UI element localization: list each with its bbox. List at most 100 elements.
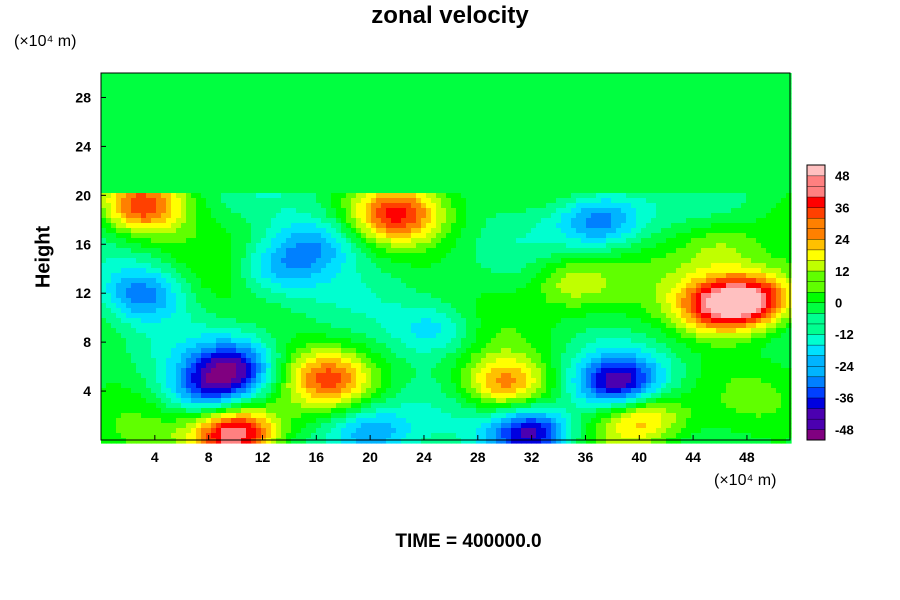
field-cell (126, 208, 132, 214)
field-cell (361, 153, 367, 159)
field-cell (231, 243, 237, 249)
field-cell (416, 198, 422, 204)
field-cell (211, 208, 217, 214)
field-cell (701, 183, 707, 189)
field-cell (751, 158, 757, 164)
field-cell (701, 123, 707, 129)
field-cell (191, 188, 197, 194)
field-cell (516, 93, 522, 99)
field-cell (271, 203, 277, 209)
field-cell (491, 183, 497, 189)
field-cell (121, 118, 127, 124)
field-cell (696, 83, 702, 89)
field-cell (211, 83, 217, 89)
field-cell (576, 143, 582, 149)
field-cell (141, 103, 147, 109)
field-cell (636, 93, 642, 99)
field-cell (171, 133, 177, 139)
field-cell (761, 83, 767, 89)
field-cell (581, 188, 587, 194)
field-cell (776, 183, 782, 189)
field-cell (251, 93, 257, 99)
field-cell (196, 163, 202, 169)
field-cell (126, 248, 132, 254)
field-cell (141, 173, 147, 179)
field-cell (486, 73, 492, 79)
field-cell (346, 198, 352, 204)
field-cell (156, 123, 162, 129)
field-cell (531, 88, 537, 94)
field-cell (731, 78, 737, 84)
field-cell (246, 173, 252, 179)
field-cell (631, 243, 637, 249)
field-cell (661, 73, 667, 79)
field-cell (331, 148, 337, 154)
field-cell (121, 248, 127, 254)
field-cell (531, 173, 537, 179)
field-cell (686, 113, 692, 119)
field-cell (476, 98, 482, 104)
field-cell (691, 183, 697, 189)
field-cell (651, 88, 657, 94)
field-cell (466, 168, 472, 174)
field-cell (701, 128, 707, 134)
field-cell (466, 188, 472, 194)
field-cell (536, 148, 542, 154)
field-cell (361, 83, 367, 89)
field-cell (391, 218, 397, 224)
field-cell (416, 233, 422, 239)
field-cell (196, 173, 202, 179)
field-cell (536, 168, 542, 174)
field-cell (331, 108, 337, 114)
field-cell (291, 183, 297, 189)
field-cell (196, 243, 202, 249)
field-cell (531, 143, 537, 149)
field-cell (651, 208, 657, 214)
field-cell (581, 198, 587, 204)
field-cell (121, 78, 127, 84)
field-cell (141, 178, 147, 184)
field-cell (151, 193, 157, 199)
field-cell (736, 233, 742, 239)
field-cell (746, 103, 752, 109)
field-cell (211, 113, 217, 119)
field-cell (251, 188, 257, 194)
field-cell (761, 93, 767, 99)
field-cell (366, 103, 372, 109)
field-cell (701, 88, 707, 94)
field-cell (481, 108, 487, 114)
field-cell (516, 168, 522, 174)
field-cell (391, 248, 397, 254)
field-cell (216, 253, 222, 259)
field-cell (451, 158, 457, 164)
field-cell (781, 163, 787, 169)
field-cell (481, 233, 487, 239)
field-cell (656, 178, 662, 184)
field-cell (236, 208, 242, 214)
field-cell (151, 113, 157, 119)
field-cell (566, 93, 572, 99)
field-cell (531, 153, 537, 159)
field-cell (411, 103, 417, 109)
field-cell (731, 143, 737, 149)
field-cell (196, 123, 202, 129)
field-cell (321, 223, 327, 229)
field-cell (621, 103, 627, 109)
field-cell (546, 88, 552, 94)
field-cell (511, 103, 517, 109)
field-cell (116, 198, 122, 204)
field-cell (631, 153, 637, 159)
field-cell (326, 193, 332, 199)
field-cell (446, 173, 452, 179)
field-cell (336, 78, 342, 84)
field-cell (181, 193, 187, 199)
field-cell (501, 213, 507, 219)
field-cell (306, 248, 312, 254)
field-cell (226, 163, 232, 169)
field-cell (216, 243, 222, 249)
field-cell (686, 98, 692, 104)
field-cell (396, 133, 402, 139)
field-cell (311, 213, 317, 219)
field-cell (721, 103, 727, 109)
field-cell (416, 103, 422, 109)
